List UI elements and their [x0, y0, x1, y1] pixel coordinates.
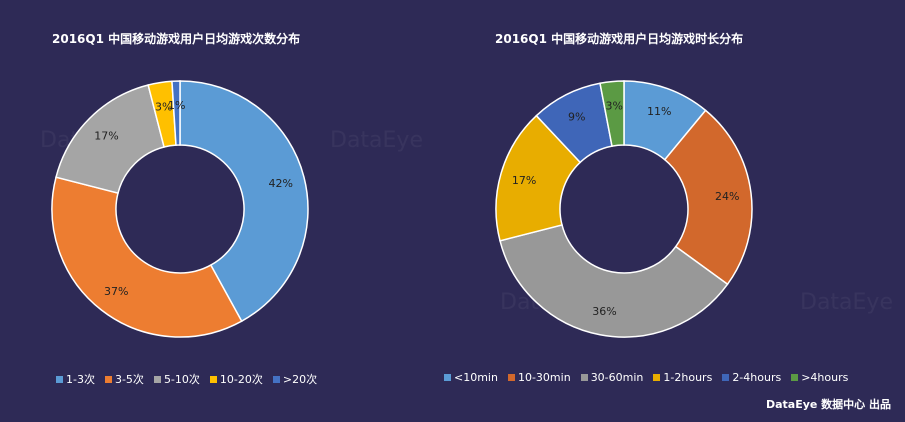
footer-credit: DataEye 数据中心 出品: [765, 398, 891, 411]
slice-value-label: 36%: [592, 305, 616, 318]
legend-swatch: [580, 374, 588, 381]
legend-swatch: [722, 374, 730, 381]
donut-slice: [171, 80, 181, 146]
chart-title: 2016Q1 中国移动游戏用户日均游戏次数分布: [52, 32, 301, 46]
legend-item: >20次: [272, 371, 318, 387]
chart-panel-play-count: 2016Q1 中国移动游戏用户日均游戏次数分布 42% 37% 17% 3% 1% 1-…: [0, 0, 452, 422]
donut-slice: [499, 224, 729, 338]
legend-item: 1-3次: [56, 371, 95, 387]
donut-slice: [599, 80, 625, 148]
slice-value-label: 3%: [155, 100, 172, 113]
legend-label: >20次: [282, 373, 318, 386]
slice-value-label: 11%: [647, 105, 671, 118]
legend-label: 1-3次: [66, 373, 95, 386]
legend-item: 3-5次: [104, 371, 144, 387]
slice-value-label: 17%: [94, 129, 118, 142]
slice-value-label: 17%: [512, 174, 536, 187]
legend-item: <10min: [444, 371, 498, 384]
legend-item: >4hours: [791, 371, 848, 384]
donut-slice: [663, 109, 753, 286]
chart-legend: 1-3次 3-5次 5-10次 10-20次 >20次: [0, 371, 452, 387]
legend-swatch: [791, 374, 799, 381]
donut-chart: 11% 24% 36% 17% 9% 3%: [495, 80, 753, 338]
slice-value-label: 3%: [605, 99, 622, 112]
slice-value-label: 42%: [269, 177, 293, 190]
legend-item: 5-10次: [153, 371, 200, 387]
chart-title: 2016Q1 中国移动游戏用户日均游戏时长分布: [495, 32, 744, 46]
legend-item: 2-4hours: [722, 371, 781, 384]
slice-value-label: 37%: [104, 285, 128, 298]
legend-label: 3-5次: [114, 373, 144, 386]
slice-value-label: 1%: [168, 99, 185, 112]
legend-item: 10-30min: [507, 371, 571, 384]
donut-chart: 42% 37% 17% 3%1%: [51, 80, 309, 338]
donut-slice: [51, 176, 243, 338]
legend-label: 10-30min: [517, 371, 571, 384]
legend-swatch: [653, 374, 661, 381]
legend-swatch: [153, 375, 161, 383]
legend-swatch: [56, 375, 63, 383]
watermark: DataEye: [800, 290, 893, 315]
chart-panel-play-duration: 2016Q1 中国移动游戏用户日均游戏时长分布 11% 24% 36% 17% 9% 3%…: [444, 0, 904, 422]
legend-label: 10-20次: [219, 373, 263, 386]
slice-value-label: 24%: [715, 190, 739, 203]
legend-label: 30-60min: [590, 371, 644, 384]
legend-item: 1-2hours: [653, 371, 712, 384]
slice-value-label: 9%: [568, 110, 585, 123]
legend-swatch: [444, 374, 451, 381]
watermark: DataEye: [330, 128, 423, 153]
legend-label: 1-2hours: [663, 371, 713, 384]
legend-label: 5-10次: [163, 373, 200, 386]
chart-legend: <10min 10-30min 30-60min 1-2hours 2-4hours >4…: [444, 371, 896, 384]
donut-slice: [179, 80, 309, 323]
legend-swatch: [507, 374, 515, 381]
legend-swatch: [209, 375, 217, 383]
legend-label: 2-4hours: [732, 371, 782, 384]
legend-label: >4hours: [801, 371, 849, 384]
legend-swatch: [272, 375, 280, 383]
legend-item: 10-20次: [209, 371, 263, 387]
legend-label: <10min: [454, 371, 498, 384]
legend-swatch: [104, 375, 112, 383]
legend-item: 30-60min: [580, 371, 644, 384]
